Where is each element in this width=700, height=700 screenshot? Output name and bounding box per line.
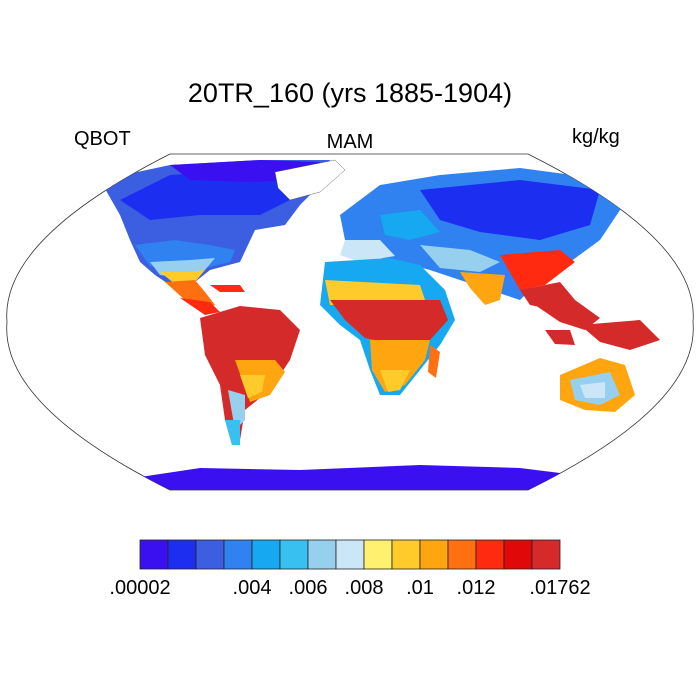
map-title: 20TR_160 (yrs 1885-1904)	[187, 78, 513, 108]
colorbar-tick-label: .01	[406, 577, 434, 599]
colorbar-tick-label: .00002	[109, 577, 170, 599]
colorbar-labels: .00002 .004 .006 .008 .01 .012 .01762	[109, 577, 590, 599]
colorbar-swatch	[475, 539, 505, 570]
greenland	[274, 159, 346, 201]
north-america	[100, 160, 330, 315]
africa	[320, 258, 455, 395]
south-america	[200, 306, 300, 445]
maritime-asia	[535, 300, 660, 350]
colorbar-swatch	[503, 539, 533, 570]
colorbar-tick-label: .008	[345, 577, 384, 599]
colorbar-swatch	[419, 539, 449, 570]
colorbar-swatch	[195, 539, 225, 570]
colorbar-tick-label: .006	[289, 577, 328, 599]
colorbar-swatch	[139, 539, 169, 570]
colorbar-swatch	[363, 539, 393, 570]
colorbar-swatch	[531, 539, 561, 570]
colorbar	[139, 539, 561, 570]
units-label: kg/kg	[572, 126, 620, 148]
colorbar-swatch	[251, 539, 281, 570]
colorbar-swatch	[391, 539, 421, 570]
colorbar-swatch	[447, 539, 477, 570]
colorbar-swatch	[307, 539, 337, 570]
colorbar-tick-label: .012	[457, 577, 496, 599]
colorbar-tick-label: .01762	[529, 577, 590, 599]
antarctica	[110, 465, 620, 490]
colorbar-tick-label: .004	[233, 577, 272, 599]
variable-label: QBOT	[74, 128, 131, 150]
eurasia	[340, 168, 620, 310]
colorbar-swatch	[335, 539, 365, 570]
season-label: MAM	[326, 131, 374, 153]
australia	[560, 358, 635, 412]
colorbar-swatch	[279, 539, 309, 570]
colorbar-swatch	[223, 539, 253, 570]
colorbar-swatch	[167, 539, 197, 570]
